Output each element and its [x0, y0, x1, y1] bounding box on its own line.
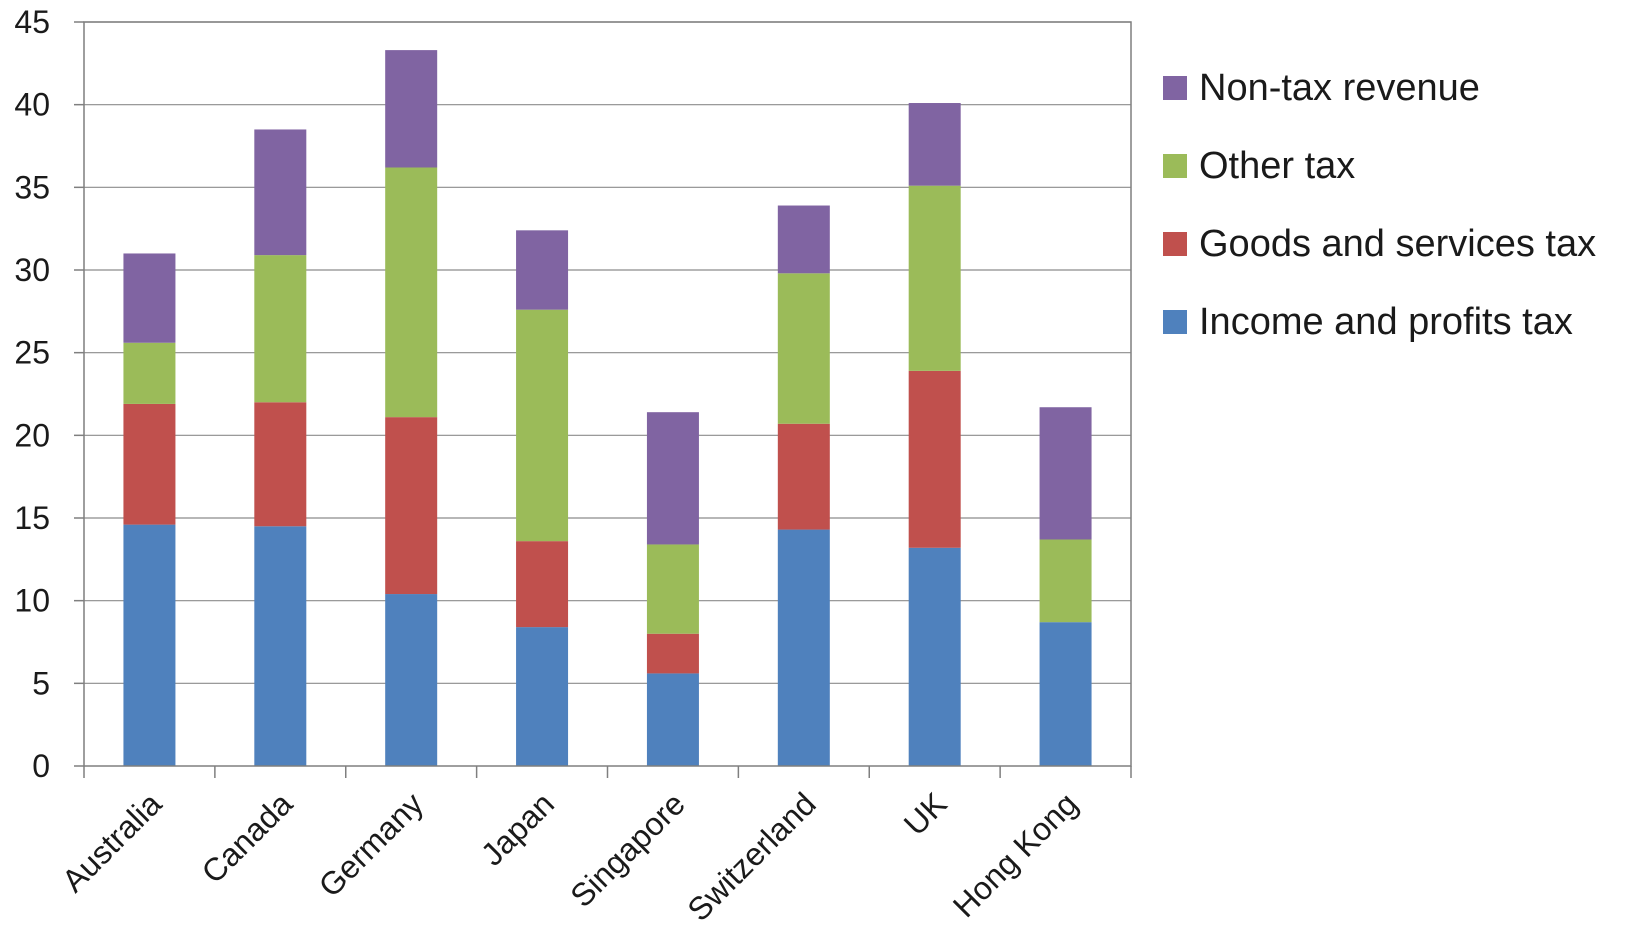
legend-swatch-income-and-profits-tax — [1163, 310, 1187, 334]
bar-segment-goods-and-services-tax-switzerland — [778, 424, 830, 530]
bar-series — [123, 50, 1091, 766]
y-axis-tick-labels: 0 5 10 15 20 25 30 35 40 45 — [14, 4, 50, 784]
x-tick-label-germany: Germany — [312, 785, 431, 904]
bar-segment-income-and-profits-tax-switzerland — [778, 530, 830, 766]
bar-segment-non-tax-revenue-germany — [385, 50, 437, 167]
bar-segment-non-tax-revenue-uk — [909, 103, 961, 186]
bar-segment-other-tax-switzerland — [778, 273, 830, 423]
x-tick-label-uk: UK — [897, 785, 954, 842]
bar-segment-other-tax-japan — [516, 310, 568, 541]
bar-segment-other-tax-hong-kong — [1040, 539, 1092, 622]
chart-legend: Non-tax revenue Other tax Goods and serv… — [1163, 68, 1623, 380]
bar-segment-income-and-profits-tax-uk — [909, 548, 961, 766]
y-tick-label: 20 — [14, 417, 50, 453]
y-tick-label: 15 — [14, 500, 50, 536]
x-axis-tick-labels: Australia Canada Germany Japan SingaporeSwit… — [55, 785, 1085, 928]
bar-segment-income-and-profits-tax-japan — [516, 627, 568, 766]
y-tick-label: 45 — [14, 4, 50, 40]
legend-label-non-tax-revenue: Non-tax revenue — [1199, 69, 1480, 107]
bar-segment-income-and-profits-tax-singapore — [647, 673, 699, 766]
y-tick-label: 10 — [14, 583, 50, 619]
bar-segment-non-tax-revenue-hong-kong — [1040, 407, 1092, 539]
y-tick-label: 35 — [14, 169, 50, 205]
bar-segment-other-tax-germany — [385, 167, 437, 417]
bar-segment-goods-and-services-tax-germany — [385, 417, 437, 594]
bar-segment-goods-and-services-tax-uk — [909, 371, 961, 548]
y-tick-label: 5 — [32, 665, 50, 701]
axes — [74, 22, 1131, 778]
plot-area-border — [84, 22, 1131, 766]
x-tick-label-switzerland: Switzerland — [680, 785, 822, 927]
legend-item-other-tax: Other tax — [1163, 146, 1623, 186]
bar-segment-non-tax-revenue-canada — [254, 129, 306, 255]
y-tick-label: 0 — [32, 748, 50, 784]
gridlines — [84, 22, 1131, 683]
y-tick-label: 30 — [14, 252, 50, 288]
bar-segment-non-tax-revenue-switzerland — [778, 206, 830, 274]
bar-segment-goods-and-services-tax-canada — [254, 402, 306, 526]
bar-segment-goods-and-services-tax-singapore — [647, 634, 699, 674]
x-tick-label-canada: Canada — [195, 785, 300, 890]
legend-swatch-other-tax — [1163, 154, 1187, 178]
x-tick-label-singapore: Singapore — [563, 785, 692, 914]
bar-segment-income-and-profits-tax-canada — [254, 526, 306, 766]
bar-segment-other-tax-uk — [909, 186, 961, 371]
bar-segment-income-and-profits-tax-germany — [385, 594, 437, 766]
legend-swatch-goods-and-services-tax — [1163, 232, 1187, 256]
legend-item-non-tax-revenue: Non-tax revenue — [1163, 68, 1623, 108]
bar-segment-goods-and-services-tax-australia — [123, 404, 175, 525]
legend-item-goods-and-services-tax: Goods and services tax — [1163, 224, 1623, 264]
bar-segment-non-tax-revenue-singapore — [647, 412, 699, 544]
legend-label-other-tax: Other tax — [1199, 147, 1355, 185]
x-tick-label-australia: Australia — [55, 785, 169, 899]
y-tick-label: 25 — [14, 335, 50, 371]
bar-segment-goods-and-services-tax-japan — [516, 541, 568, 627]
x-tick-label-japan: Japan — [474, 785, 561, 872]
bar-segment-other-tax-australia — [123, 343, 175, 404]
legend-label-goods-and-services-tax: Goods and services tax — [1199, 225, 1596, 263]
bar-segment-other-tax-canada — [254, 255, 306, 402]
bar-segment-non-tax-revenue-japan — [516, 230, 568, 309]
legend-swatch-non-tax-revenue — [1163, 76, 1187, 100]
legend-label-income-and-profits-tax: Income and profits tax — [1199, 303, 1573, 341]
bar-segment-other-tax-singapore — [647, 544, 699, 633]
y-tick-label: 40 — [14, 87, 50, 123]
bar-segment-income-and-profits-tax-hong-kong — [1040, 622, 1092, 766]
legend-item-income-and-profits-tax: Income and profits tax — [1163, 302, 1623, 342]
bar-segment-income-and-profits-tax-australia — [123, 525, 175, 766]
x-tick-label-hong-kong: Hong Kong — [946, 785, 1085, 924]
bar-segment-non-tax-revenue-australia — [123, 253, 175, 342]
